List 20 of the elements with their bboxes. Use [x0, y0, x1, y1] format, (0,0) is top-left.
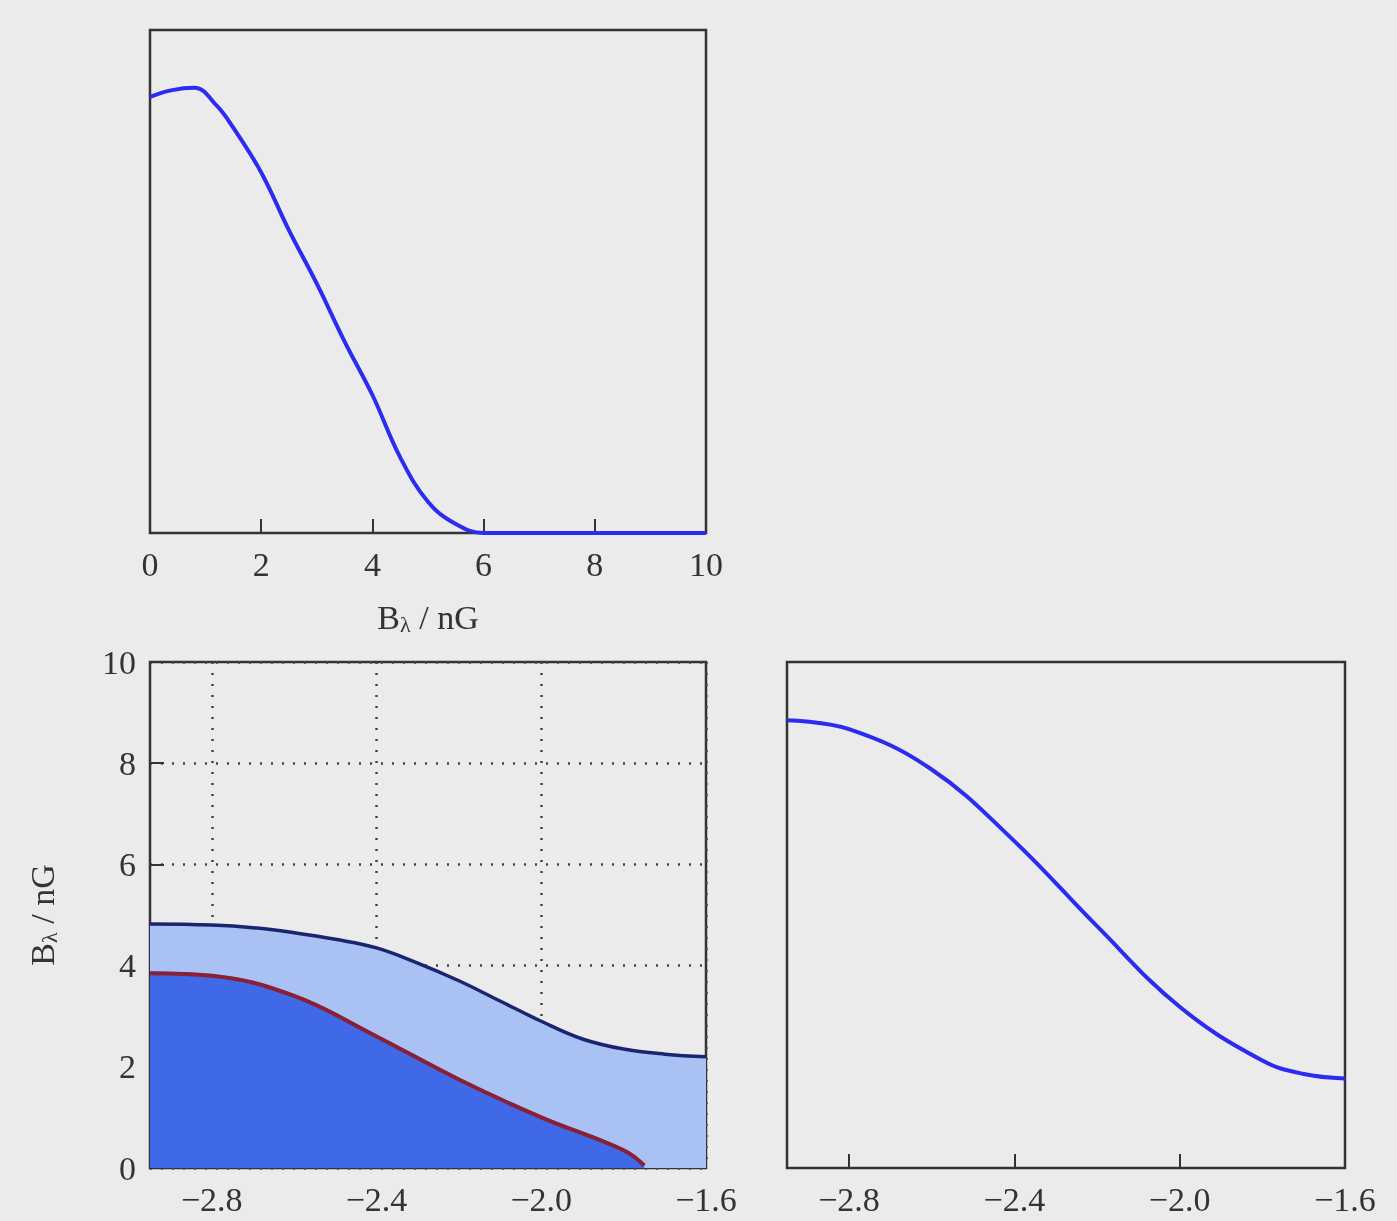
- x-tick-label: −2.8: [180, 1180, 243, 1218]
- x-tick-label: −1.6: [1314, 1180, 1376, 1218]
- y-tick-label: 10: [102, 643, 136, 681]
- x-tick-label: −2.8: [818, 1180, 880, 1218]
- y-axis-title: Bλ / nG: [23, 864, 62, 966]
- y-tick-label: 0: [119, 1149, 136, 1187]
- y-tick-label: 8: [119, 744, 136, 782]
- x-tick-label: −2.0: [1148, 1180, 1211, 1218]
- x-tick-label: −2.4: [345, 1180, 408, 1218]
- x-tick-label: 10: [689, 545, 723, 583]
- x-tick-label: −2.0: [510, 1180, 573, 1218]
- x-tick-label: 8: [586, 545, 604, 583]
- x-tick-label: 6: [475, 545, 493, 583]
- x-tick-label: −2.4: [983, 1180, 1046, 1218]
- y-tick-label: 2: [119, 1048, 136, 1086]
- y-tick-label: 6: [119, 845, 136, 883]
- x-tick-label: −1.6: [675, 1180, 737, 1218]
- y-tick-label: 4: [119, 947, 136, 985]
- x-tick-label: 2: [252, 545, 270, 583]
- x-tick-label: 4: [363, 545, 381, 583]
